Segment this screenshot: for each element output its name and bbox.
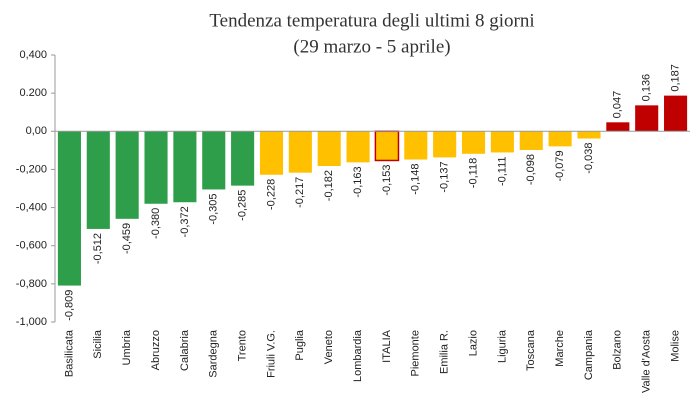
- bar: [317, 131, 341, 166]
- value-label: -0,163: [352, 166, 364, 197]
- value-label: -0,118: [467, 158, 479, 188]
- value-label: -0,809: [63, 290, 75, 321]
- value-label: -0,137: [439, 161, 451, 192]
- x-tick-label: Calabria: [179, 329, 191, 371]
- x-tick-label: Umbria: [121, 329, 133, 365]
- bar: [346, 131, 370, 163]
- value-label: -0,079: [554, 150, 566, 181]
- value-label: 0,136: [641, 74, 653, 102]
- x-tick-label: Lazio: [467, 330, 479, 356]
- x-tick-label: Toscana: [525, 329, 537, 371]
- bar: [577, 131, 601, 139]
- y-tick-label: 0,400: [19, 49, 47, 61]
- chart-subtitle: (29 marzo - 5 aprile): [293, 36, 450, 57]
- y-tick-label: -0,800: [16, 278, 47, 290]
- bar: [115, 131, 139, 219]
- value-label: -0,148: [410, 164, 422, 195]
- bar: [144, 131, 168, 204]
- x-tick-label: Lombardia: [352, 329, 364, 382]
- y-tick-label: -1,000: [16, 316, 47, 328]
- x-tick-label: Basilicata: [63, 329, 75, 377]
- value-label: 0,047: [612, 91, 624, 119]
- y-tick-label: -0,200: [16, 163, 47, 175]
- bar: [202, 131, 226, 190]
- x-tick-label: Sicilia: [92, 329, 104, 359]
- value-label: -0,182: [323, 170, 335, 201]
- bar: [259, 131, 284, 175]
- value-label: -0,285: [237, 190, 249, 221]
- bar: [288, 131, 312, 173]
- bar: [57, 131, 81, 286]
- bar: [548, 131, 572, 147]
- x-tick-label: Friuli V.G.: [265, 330, 277, 378]
- bar: [86, 131, 110, 229]
- bar: [490, 131, 514, 153]
- y-tick-label: -0,600: [16, 240, 47, 252]
- x-tick-label: Trento: [237, 330, 249, 361]
- x-tick-label: Emilia R.: [439, 330, 451, 374]
- value-label: 0,187: [669, 64, 681, 92]
- bar: [374, 130, 400, 162]
- x-tick-label: ITALIA: [381, 329, 393, 362]
- x-tick-label: Molise: [669, 330, 681, 362]
- value-label: -0,217: [294, 177, 306, 208]
- y-tick-label: 0.200: [19, 87, 47, 99]
- value-label: -0,038: [583, 143, 595, 174]
- bar: [433, 131, 457, 158]
- bar: [404, 131, 428, 160]
- x-tick-label: Bolzano: [612, 330, 624, 370]
- x-tick-label: Campania: [583, 329, 595, 380]
- bar: [635, 105, 659, 132]
- bar: [231, 131, 255, 186]
- value-label: -0,111: [496, 156, 508, 186]
- value-label: -0,228: [265, 179, 277, 210]
- value-label: -0,512: [92, 233, 104, 264]
- value-label: -0,098: [525, 154, 537, 185]
- value-label: -0,459: [121, 223, 133, 254]
- x-tick-label: Liguria: [496, 329, 508, 363]
- chart-title: Tendenza temperatura degli ultimi 8 gior…: [209, 10, 534, 31]
- x-tick-label: Veneto: [323, 330, 335, 364]
- bar: [606, 122, 630, 132]
- x-tick-label: Abruzzo: [150, 330, 162, 370]
- value-label: -0,305: [208, 193, 220, 224]
- x-tick-label: Valle d'Aosta: [641, 329, 653, 393]
- y-tick-label: 0,00: [26, 125, 47, 137]
- bar: [664, 95, 688, 132]
- bar: [461, 131, 486, 154]
- value-label: -0,153: [381, 164, 393, 195]
- x-tick-label: Sardegna: [208, 329, 220, 378]
- x-tick-label: Marche: [554, 330, 566, 367]
- value-label: -0,380: [150, 208, 162, 239]
- bar: [519, 131, 543, 150]
- x-tick-label: Piemonte: [410, 330, 422, 376]
- y-tick-label: -0,400: [16, 201, 47, 213]
- value-label: -0,372: [179, 206, 191, 237]
- x-tick-label: Puglia: [294, 329, 306, 360]
- bar: [173, 131, 197, 203]
